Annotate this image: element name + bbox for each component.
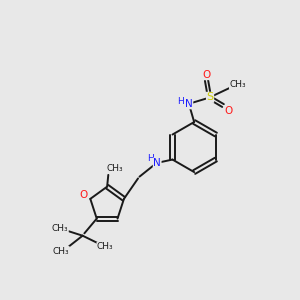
Text: O: O bbox=[202, 70, 211, 80]
Text: O: O bbox=[80, 190, 88, 200]
Text: CH₃: CH₃ bbox=[97, 242, 114, 251]
Text: H: H bbox=[147, 154, 154, 164]
Text: N: N bbox=[153, 158, 161, 168]
Text: CH₃: CH₃ bbox=[230, 80, 246, 89]
Text: CH₃: CH₃ bbox=[52, 247, 69, 256]
Text: N: N bbox=[185, 99, 193, 109]
Text: CH₃: CH₃ bbox=[52, 224, 68, 233]
Text: S: S bbox=[206, 92, 214, 102]
Text: O: O bbox=[225, 106, 233, 116]
Text: H: H bbox=[177, 97, 184, 106]
Text: CH₃: CH₃ bbox=[107, 164, 123, 173]
